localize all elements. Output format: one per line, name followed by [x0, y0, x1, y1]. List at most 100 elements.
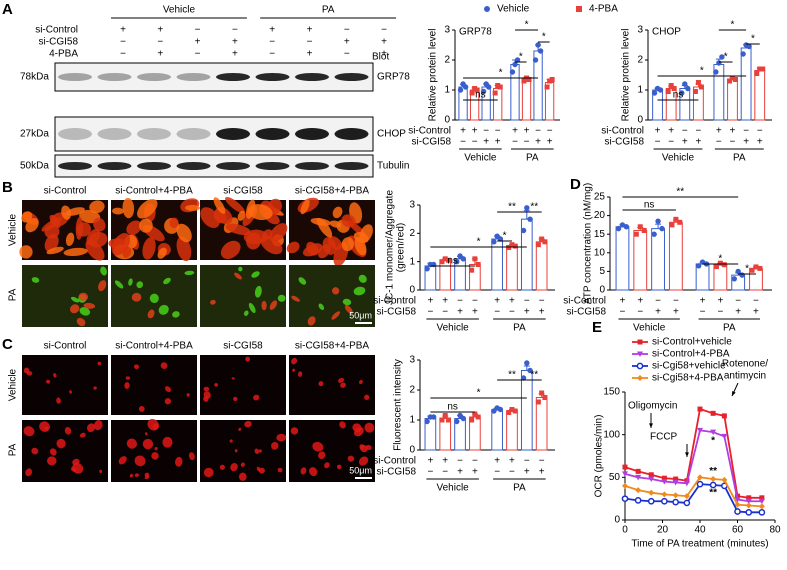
blot-band	[176, 128, 211, 140]
significance-label: **	[676, 187, 684, 198]
sign: +	[637, 296, 643, 307]
data-point	[526, 77, 532, 82]
data-point	[647, 497, 655, 505]
cell	[31, 277, 40, 283]
sign: +	[509, 456, 515, 467]
sign: −	[655, 137, 661, 148]
data-point	[682, 81, 688, 87]
significance-label: *	[525, 20, 529, 31]
cell	[139, 218, 153, 233]
blot-band	[137, 162, 171, 170]
cell	[89, 200, 105, 214]
cell	[46, 456, 57, 466]
data-point	[622, 464, 628, 470]
sign: −	[695, 126, 701, 137]
data-point	[635, 468, 641, 474]
column-title: si-Control	[44, 186, 87, 197]
data-point	[648, 472, 654, 478]
blot-band	[334, 128, 369, 140]
sign: +	[232, 37, 238, 48]
cell	[128, 278, 133, 286]
sign: −	[524, 456, 530, 467]
cell	[184, 270, 195, 276]
cell	[69, 390, 72, 394]
cell	[260, 235, 283, 255]
cell	[359, 379, 363, 385]
bar	[633, 229, 648, 291]
cell	[364, 394, 370, 400]
data-point	[697, 406, 703, 412]
micrograph	[200, 265, 286, 327]
bar	[668, 221, 683, 291]
sign: −	[157, 37, 163, 48]
cell	[64, 427, 72, 435]
cell	[158, 304, 169, 315]
group-label: Vehicle	[437, 323, 470, 334]
significance-label: ns	[447, 256, 458, 267]
x-row-label: si-CGI58	[377, 307, 417, 318]
series-line	[624, 429, 762, 503]
y-tick-label: 2	[409, 385, 415, 396]
column-title: si-Control+4-PBA	[115, 341, 193, 352]
data-point	[520, 375, 527, 381]
legend-marker	[484, 6, 490, 12]
data-point	[661, 497, 668, 505]
sign: +	[682, 137, 688, 148]
panel-letter: D	[570, 176, 581, 193]
sign: +	[457, 467, 463, 478]
data-point	[535, 399, 541, 405]
data-point	[746, 495, 752, 501]
y-tick-label: 20	[594, 210, 606, 221]
cell	[251, 271, 260, 278]
sign: −	[753, 296, 759, 307]
significance-label: *	[751, 34, 755, 45]
row-label: 4-PBA	[49, 49, 78, 60]
data-point	[668, 83, 674, 88]
data-point	[469, 417, 475, 423]
legend-marker	[637, 351, 643, 357]
data-point	[623, 224, 630, 230]
data-point	[659, 225, 665, 232]
cell	[125, 376, 131, 380]
sign: −	[307, 37, 313, 48]
sign: −	[539, 296, 545, 307]
data-point	[721, 433, 728, 440]
bar	[615, 226, 630, 291]
chart-title: CHOP	[652, 27, 681, 38]
cell	[165, 386, 171, 393]
cell	[312, 441, 324, 452]
x-row-label: si-Control	[373, 456, 416, 467]
cell	[46, 246, 64, 255]
sign: +	[120, 25, 126, 36]
cell	[238, 427, 242, 432]
cell	[233, 396, 238, 402]
cell	[253, 394, 260, 401]
data-point	[661, 475, 667, 481]
sign: −	[442, 467, 448, 478]
data-point	[424, 266, 430, 272]
bar	[439, 418, 452, 451]
sign: +	[427, 296, 433, 307]
cell	[41, 217, 63, 232]
sign: +	[535, 137, 541, 148]
data-point	[683, 499, 691, 507]
cell	[175, 456, 183, 467]
data-point	[424, 418, 430, 425]
sign: −	[427, 307, 433, 318]
cell	[162, 436, 173, 448]
sign: +	[427, 456, 433, 467]
cell	[124, 382, 130, 389]
y-tick-label: 3	[409, 355, 415, 366]
cell	[72, 462, 84, 474]
cell	[353, 427, 364, 437]
data-point	[758, 498, 765, 505]
data-point	[661, 491, 668, 498]
blot-band	[137, 73, 171, 81]
cell	[56, 438, 66, 449]
y-tick-label: 0	[409, 445, 415, 456]
sign: +	[442, 456, 448, 467]
cell	[160, 362, 168, 370]
cell	[219, 464, 225, 470]
legend-label: si-Cgi58+4-PBA	[652, 373, 724, 384]
row-label: PA	[8, 443, 19, 456]
